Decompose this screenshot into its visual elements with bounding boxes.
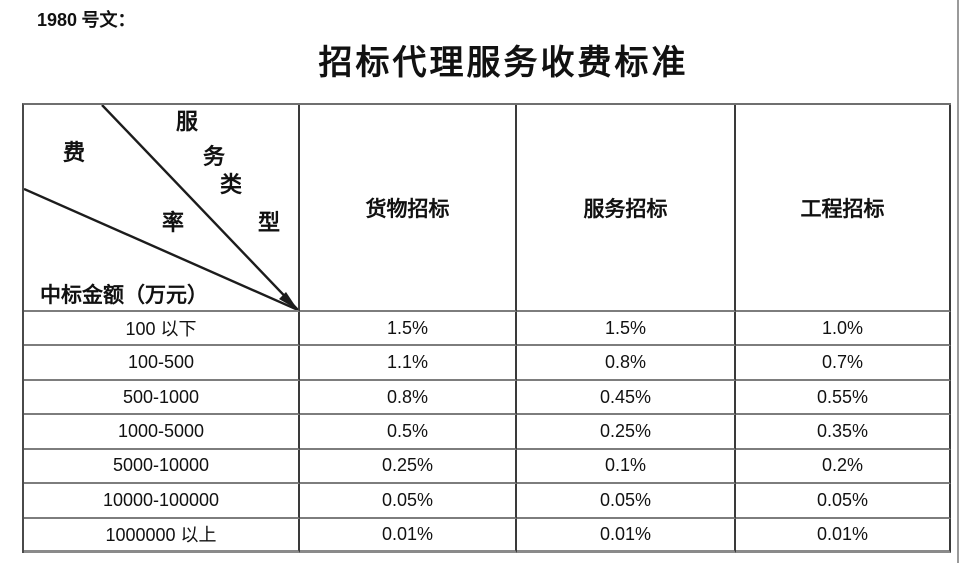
row-label: 1000-5000 (24, 415, 300, 450)
row-label: 5000-10000 (24, 449, 300, 485)
page-title: 招标代理服务收费标准 (318, 45, 689, 82)
rate-cell: 1.1% (300, 346, 517, 381)
corner-type-char-2: 务 (203, 144, 226, 169)
rate-cell: 0.8% (517, 346, 736, 381)
rate-cell: 0.5% (300, 415, 517, 450)
column-header-services: 服务招标 (517, 105, 736, 312)
rate-cell: 0.25% (300, 449, 517, 485)
column-header-goods: 货物招标 (300, 105, 517, 312)
row-label: 1000000 以上 (24, 518, 300, 553)
rate-cell: 0.7% (736, 346, 951, 381)
column-header-works: 工程招标 (736, 105, 951, 312)
diagonal-lines-icon (24, 105, 298, 310)
page-edge-line (957, 0, 959, 563)
rate-cell: 0.01% (300, 518, 517, 553)
rate-cell: 0.35% (736, 415, 951, 450)
row-label: 100 以下 (24, 312, 300, 347)
doc-number-value: 1980 (37, 10, 78, 30)
rate-cell: 0.01% (517, 518, 736, 553)
rate-cell: 0.2% (736, 449, 951, 485)
rate-cell: 0.05% (517, 484, 736, 519)
rate-cell: 0.01% (736, 518, 951, 553)
row-label: 500-1000 (24, 380, 300, 416)
corner-header-cell: 费 率 服 务 类 型 中标金额（万元） (24, 105, 300, 312)
rate-cell: 1.5% (517, 312, 736, 347)
rate-cell: 0.1% (517, 449, 736, 485)
doc-number-label: 号文： (81, 10, 136, 30)
rate-cell: 0.45% (517, 380, 736, 416)
rate-cell: 1.0% (736, 312, 951, 347)
rate-cell: 0.25% (517, 415, 736, 450)
doc-number: 1980 号文： (37, 6, 136, 32)
fee-table: 费 率 服 务 类 型 中标金额（万元） 货物招标 服务招标 工程招标 100 … (22, 103, 951, 553)
corner-type-char-1: 服 (176, 109, 199, 134)
corner-fee-char-1: 费 (63, 140, 86, 165)
rate-cell: 0.55% (736, 380, 951, 416)
corner-type-char-3: 类 (220, 172, 243, 197)
row-label: 10000-100000 (24, 484, 300, 519)
row-label: 100-500 (24, 346, 300, 381)
corner-fee-char-2: 率 (162, 210, 185, 235)
rate-cell: 0.05% (300, 484, 517, 519)
corner-type-char-4: 型 (258, 210, 281, 235)
rate-cell: 0.8% (300, 380, 517, 416)
corner-amount-label: 中标金额（万元） (40, 283, 208, 307)
rate-cell: 0.05% (736, 484, 951, 519)
rate-cell: 1.5% (300, 312, 517, 347)
